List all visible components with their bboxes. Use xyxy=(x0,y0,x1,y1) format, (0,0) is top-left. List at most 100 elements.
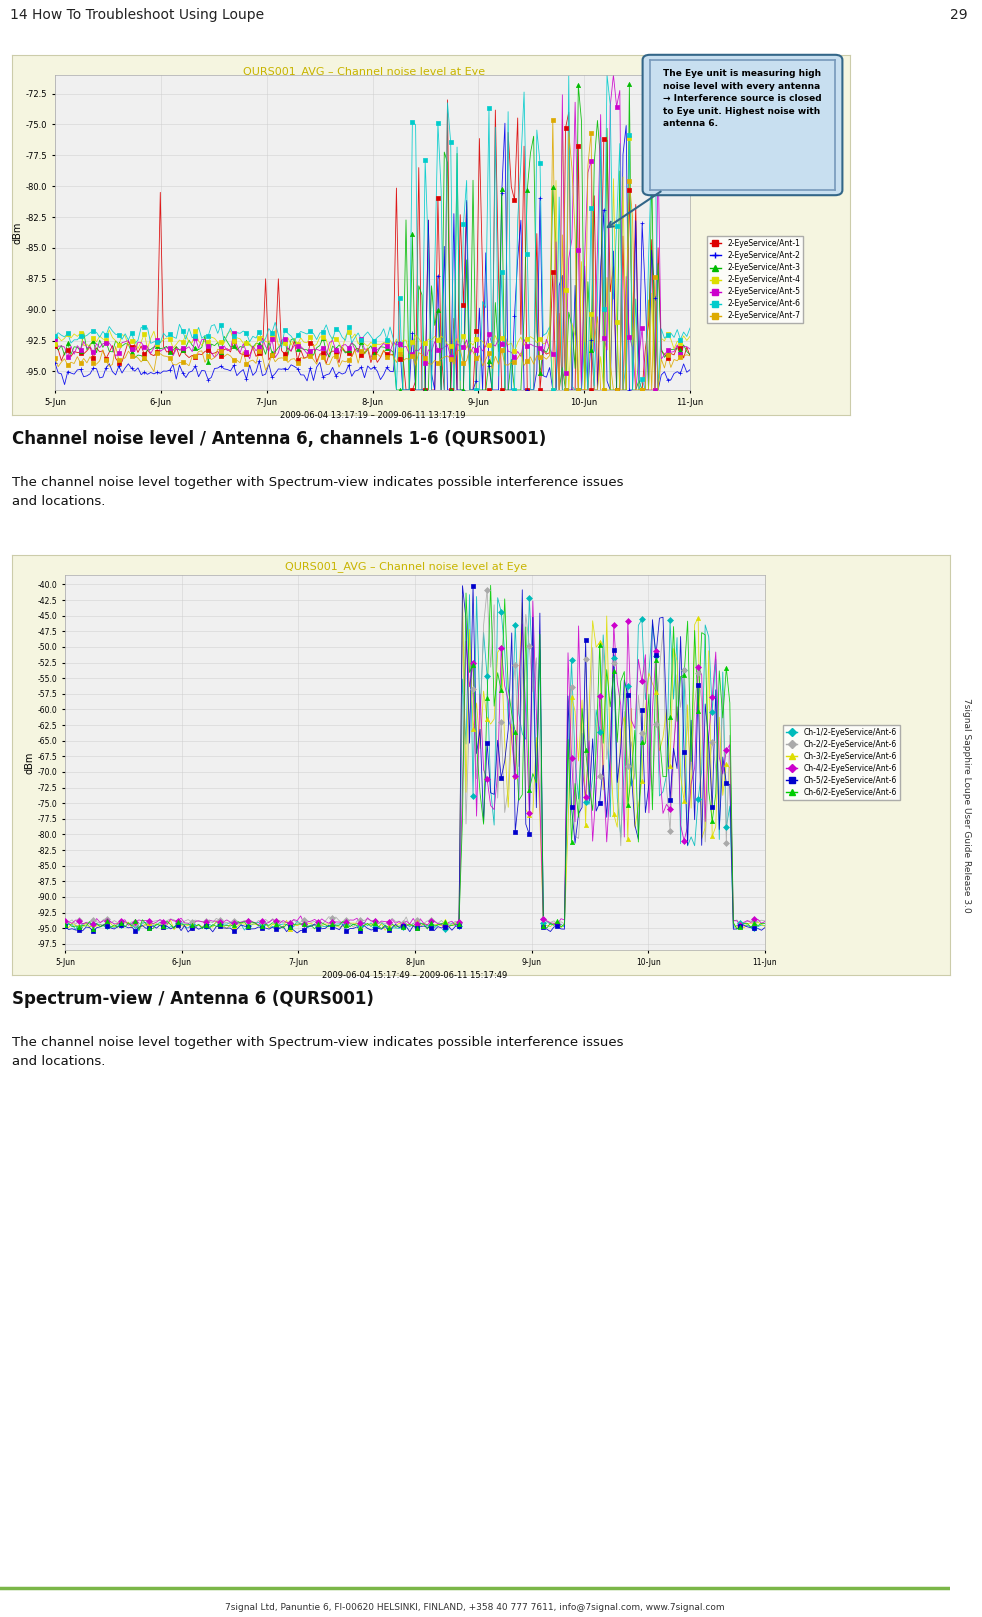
Point xyxy=(128,910,143,936)
Point xyxy=(277,330,293,356)
Point xyxy=(479,684,495,710)
Point xyxy=(60,359,76,385)
Point xyxy=(170,907,186,933)
Point xyxy=(341,353,356,378)
Point xyxy=(282,910,298,936)
Point xyxy=(660,367,676,393)
Point xyxy=(188,353,203,378)
Point xyxy=(558,278,573,304)
Point xyxy=(535,910,551,936)
Point xyxy=(690,786,706,812)
Point xyxy=(47,331,63,357)
Point xyxy=(395,910,410,936)
Point xyxy=(532,361,548,386)
Point xyxy=(622,178,637,204)
Point xyxy=(98,322,114,348)
Point xyxy=(564,830,579,855)
Point xyxy=(47,331,63,357)
Point xyxy=(660,338,676,364)
Point xyxy=(493,708,509,734)
Legend: 2-EyeService/Ant-1, 2-EyeService/Ant-2, 2-EyeService/Ant-3, 2-EyeService/Ant-4, : 2-EyeService/Ant-1, 2-EyeService/Ant-2, … xyxy=(706,236,803,323)
Point xyxy=(302,338,318,364)
Point xyxy=(465,784,481,810)
Point xyxy=(339,909,355,935)
Point xyxy=(240,914,255,939)
Point xyxy=(149,327,165,353)
Point xyxy=(733,912,748,938)
Text: The Eye unit is measuring high
noise level with every antenna
→ Interference sou: The Eye unit is measuring high noise lev… xyxy=(663,70,822,128)
Point xyxy=(302,319,318,344)
Point xyxy=(239,338,254,364)
Point xyxy=(704,823,720,849)
Point xyxy=(213,335,229,361)
Point xyxy=(550,914,566,939)
Point xyxy=(290,322,305,348)
Point xyxy=(60,344,76,370)
Point xyxy=(175,336,191,362)
Point xyxy=(353,917,368,943)
Point xyxy=(254,915,270,941)
Point xyxy=(341,348,356,374)
Point xyxy=(141,912,157,938)
Point xyxy=(494,338,510,364)
Point xyxy=(606,645,622,671)
Point xyxy=(251,341,267,367)
Point xyxy=(558,377,573,403)
Point xyxy=(277,346,293,372)
Point xyxy=(660,346,676,372)
Point xyxy=(405,220,420,246)
Point xyxy=(609,94,625,120)
Point xyxy=(114,910,130,936)
Point xyxy=(634,377,650,403)
Point xyxy=(381,914,397,939)
Point xyxy=(532,184,548,210)
Point xyxy=(423,910,439,936)
Point xyxy=(746,909,762,935)
Point xyxy=(98,330,114,356)
Point xyxy=(620,826,635,852)
Point xyxy=(381,909,397,935)
Point xyxy=(634,606,650,632)
Point xyxy=(430,298,446,323)
Point xyxy=(550,912,566,938)
Text: Channel noise level / Antenna 6, channels 1-6 (QURS001): Channel noise level / Antenna 6, channel… xyxy=(12,430,546,448)
Point xyxy=(212,914,228,939)
Point xyxy=(254,914,270,939)
Point xyxy=(719,815,735,841)
Point xyxy=(417,147,433,173)
Point xyxy=(479,707,495,733)
Point xyxy=(507,186,522,212)
Point xyxy=(315,335,331,361)
Point xyxy=(47,323,63,349)
Point xyxy=(254,914,270,939)
Point xyxy=(564,794,579,820)
Point xyxy=(99,914,115,939)
Text: QURS001_AVG – Channel noise level at Eye: QURS001_AVG – Channel noise level at Eye xyxy=(243,66,485,76)
Point xyxy=(647,377,663,403)
Point xyxy=(409,909,424,935)
Point xyxy=(324,914,340,939)
Point xyxy=(213,312,229,338)
Point xyxy=(660,343,676,369)
Point xyxy=(155,912,171,938)
Point xyxy=(72,907,87,933)
Point xyxy=(558,361,573,386)
Point xyxy=(239,330,254,356)
Point xyxy=(124,336,139,362)
Point xyxy=(620,673,635,699)
Point xyxy=(366,910,382,936)
Point xyxy=(521,802,537,828)
Point xyxy=(648,644,664,669)
Point xyxy=(310,909,326,935)
Point xyxy=(240,914,255,939)
Point xyxy=(673,361,688,386)
Point xyxy=(733,910,748,936)
Point xyxy=(60,322,76,348)
Point xyxy=(226,328,242,354)
Point xyxy=(592,789,608,815)
Point xyxy=(493,765,509,791)
Point xyxy=(622,323,637,349)
Point xyxy=(149,340,165,365)
Point xyxy=(226,910,242,936)
Point xyxy=(493,678,509,703)
